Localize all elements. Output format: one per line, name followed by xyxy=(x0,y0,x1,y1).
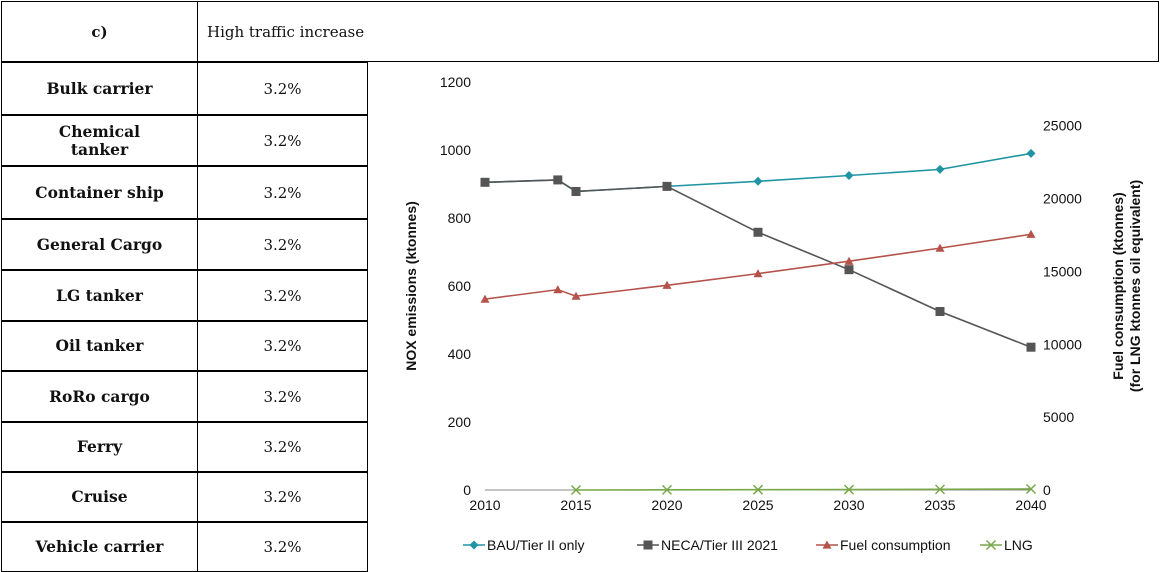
series-line xyxy=(484,179,1032,348)
row-name: LG tanker xyxy=(1,270,198,321)
legend-label: Fuel consumption xyxy=(840,537,951,553)
y2-axis-title: Fuel consumption (ktonnes) xyxy=(1110,192,1126,379)
y-tick-label: 800 xyxy=(448,210,472,226)
row-name: Bulk carrier xyxy=(1,62,198,115)
legend-label: LNG xyxy=(1004,537,1033,553)
y-tick-label: 1200 xyxy=(440,74,471,90)
series-line xyxy=(575,488,1032,491)
data-point xyxy=(843,484,855,495)
data-point xyxy=(753,269,763,278)
row-value: 3.2% xyxy=(197,219,368,270)
data-point xyxy=(1026,229,1036,238)
chart-container: 2010 2015 2020 2025 2030 2035 2040 0 200 400 600 80… xyxy=(368,62,1160,565)
row-value: 3.2% xyxy=(197,472,368,522)
row-value: 3.2% xyxy=(197,422,368,472)
row-name: General Cargo xyxy=(1,219,198,270)
row-value: 3.2% xyxy=(197,270,368,321)
x-tick-label: 2030 xyxy=(833,497,864,513)
row-value: 3.2% xyxy=(197,321,368,371)
y2-tick-label: 25000 xyxy=(1043,118,1082,134)
row-value: 3.2% xyxy=(197,62,368,115)
nox-fuel-chart: 2010 2015 2020 2025 2030 2035 2040020040060080… xyxy=(403,74,1143,553)
x-tick-label: 2040 xyxy=(1015,497,1046,513)
data-point xyxy=(844,171,854,180)
data-point xyxy=(662,280,672,289)
y2-tick-label: 20000 xyxy=(1043,191,1082,207)
x-tick-label: 2020 xyxy=(651,497,682,513)
data-point xyxy=(571,186,581,196)
y-tick-label: 600 xyxy=(448,278,472,294)
y2-axis-title: (for LNG ktonnes oil equivalent) xyxy=(1127,180,1143,392)
data-point xyxy=(571,291,581,300)
legend-label: NECA/Tier III 2021 xyxy=(661,537,778,553)
y2-tick-label: 0 xyxy=(1043,482,1051,498)
legend-label: BAU/Tier II only xyxy=(487,537,585,553)
legend-marker xyxy=(469,540,479,550)
y-axis-title: NOX emissions (ktonnes) xyxy=(403,201,419,371)
y2-tick-label: 5000 xyxy=(1043,409,1074,425)
row-name: RoRo cargo xyxy=(1,371,198,422)
data-point xyxy=(480,294,490,303)
data-point xyxy=(480,177,490,187)
legend-marker xyxy=(985,539,997,551)
x-tick-label: 2035 xyxy=(924,497,955,513)
y-tick-label: 200 xyxy=(448,414,472,430)
y-tick-label: 0 xyxy=(463,482,471,498)
data-point xyxy=(753,176,763,186)
row-name: Container ship xyxy=(1,166,198,219)
data-point xyxy=(553,175,563,185)
data-point xyxy=(570,484,582,496)
row-name: Cruise xyxy=(1,472,198,522)
row-name: Ferry xyxy=(1,422,198,472)
data-point xyxy=(1025,483,1037,495)
data-point xyxy=(662,181,672,191)
row-name: Oil tanker xyxy=(1,321,198,371)
data-point xyxy=(935,164,945,174)
row-name: Chemical tanker xyxy=(1,115,198,166)
data-point xyxy=(661,484,673,495)
data-point xyxy=(935,243,945,252)
data-point xyxy=(753,227,763,237)
data-point xyxy=(935,307,945,316)
data-point xyxy=(844,256,854,265)
scenario-label: c) xyxy=(1,1,198,62)
data-point xyxy=(553,285,563,294)
legend-marker xyxy=(643,540,653,550)
x-tick-label: 2010 xyxy=(469,497,500,513)
row-value: 3.2% xyxy=(197,166,368,219)
row-value: 3.2% xyxy=(197,371,368,422)
data-point xyxy=(752,484,764,495)
data-point xyxy=(1026,148,1036,158)
data-point xyxy=(844,265,854,275)
data-point xyxy=(1026,342,1036,352)
y-tick-label: 400 xyxy=(448,346,472,362)
data-point xyxy=(934,484,946,495)
x-tick-label: 2015 xyxy=(560,497,591,513)
y-tick-label: 1000 xyxy=(440,142,471,158)
scenario-title: High traffic increase xyxy=(197,1,1159,62)
series-line xyxy=(484,233,1032,300)
row-value: 3.2% xyxy=(197,115,368,166)
x-tick-label: 2025 xyxy=(742,497,773,513)
y2-tick-label: 10000 xyxy=(1043,336,1082,352)
legend-marker xyxy=(822,540,832,549)
y2-tick-label: 15000 xyxy=(1043,263,1082,279)
